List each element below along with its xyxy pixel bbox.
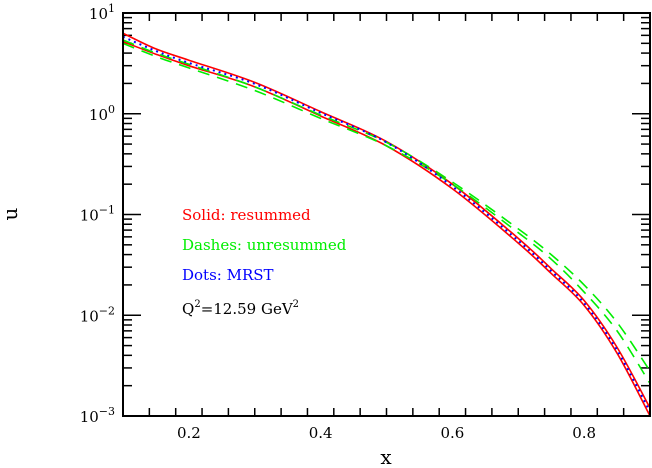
legend-dots: Dots: MRST: [182, 266, 274, 284]
x-tick-label: 0.4: [309, 424, 333, 442]
q2-annotation: Q2=12.59 GeV2: [182, 299, 299, 318]
x-axis-label: x: [380, 445, 392, 468]
x-tick-label: 0.6: [440, 424, 464, 442]
y-axis-label: u: [0, 207, 22, 220]
y-tick-label: 10−3: [80, 405, 115, 426]
y-tick-label: 101: [89, 2, 115, 23]
x-tick-label: 0.2: [177, 424, 201, 442]
legend-dashes: Dashes: unresummed: [182, 236, 347, 254]
y-tick-label: 10−1: [80, 204, 115, 225]
dashed-curve: [122, 39, 651, 372]
axis-ticks: [122, 13, 651, 417]
x-tick-label: 0.8: [572, 424, 596, 442]
y-tick-label: 100: [89, 103, 115, 124]
y-tick-labels: 101 100 10−1 10−2 10−3: [80, 2, 115, 426]
dashed-curve: [122, 42, 651, 384]
solid-curve: [122, 40, 651, 417]
dotted-curve: [122, 35, 651, 413]
curves: [122, 32, 651, 417]
x-tick-labels: 0.2 0.4 0.6 0.8: [177, 424, 596, 442]
legend-solid: Solid: resummed: [182, 206, 311, 224]
plot-frame: [122, 12, 651, 417]
y-tick-label: 10−2: [80, 304, 115, 325]
